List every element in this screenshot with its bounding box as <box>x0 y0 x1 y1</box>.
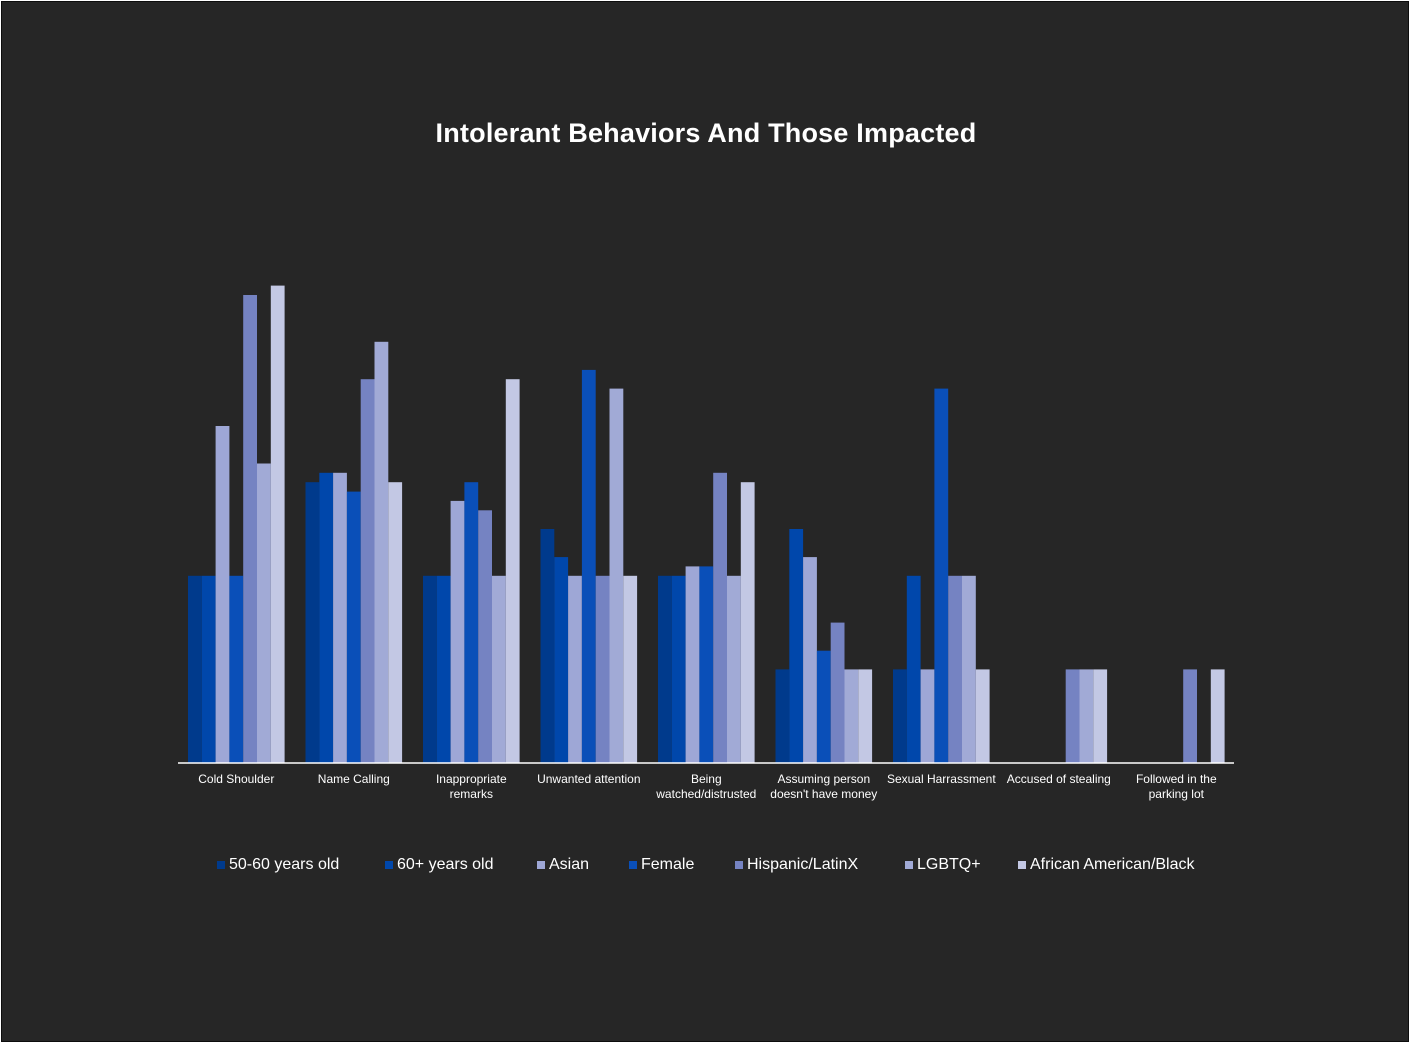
bar-60-years-old-4 <box>671 575 686 763</box>
bar-african-american-black-0 <box>270 285 285 763</box>
bar-50-60-years-old-1 <box>305 482 320 763</box>
legend-swatch <box>905 861 913 869</box>
bar-african-american-black-2 <box>505 379 520 763</box>
bar-60-years-old-3 <box>554 557 569 763</box>
bar-female-4 <box>699 566 714 763</box>
bar-lgbtq--6 <box>962 575 976 763</box>
bar-50-60-years-old-0 <box>188 575 202 763</box>
category-label-3: Unwanted attention <box>537 772 640 786</box>
bar-asian-4 <box>685 566 700 763</box>
bar-african-american-black-1 <box>388 482 403 763</box>
bar-hispanic-latinx-3 <box>595 575 610 763</box>
category-label-8: Followed in the parking lot <box>1136 772 1217 801</box>
bar-african-american-black-6 <box>975 669 990 763</box>
bar-hispanic-latinx-1 <box>360 379 375 763</box>
bar-female-5 <box>816 650 831 763</box>
bar-60-years-old-6 <box>906 575 921 763</box>
legend-item-1: 60+ years old <box>385 856 494 874</box>
category-label-7: Accused of stealing <box>1007 772 1111 786</box>
legend-swatch <box>735 861 743 869</box>
bar-african-american-black-4 <box>740 482 755 763</box>
legend-item-5: LGBTQ+ <box>905 856 981 874</box>
bar-50-60-years-old-5 <box>775 669 790 763</box>
legend-label: LGBTQ+ <box>917 856 981 873</box>
bar-hispanic-latinx-6 <box>948 575 962 763</box>
bar-lgbtq--2 <box>492 575 506 763</box>
legend-label: African American/Black <box>1030 856 1195 873</box>
legend-label: Female <box>641 856 695 873</box>
legend-label: Hispanic/LatinX <box>747 856 859 873</box>
bar-female-2 <box>464 482 479 763</box>
legend-swatch <box>385 861 393 869</box>
bar-asian-5 <box>803 557 817 763</box>
legend-swatch <box>537 861 545 869</box>
bar-female-3 <box>581 369 596 763</box>
bars-group <box>188 285 1225 763</box>
bar-60-years-old-1 <box>319 472 334 763</box>
legend-label: 60+ years old <box>397 856 494 873</box>
bar-lgbtq--7 <box>1079 669 1094 763</box>
legend-item-0: 50-60 years old <box>217 856 339 874</box>
category-label-0: Cold Shoulder <box>198 772 274 786</box>
legend-swatch <box>629 861 637 869</box>
legend-label: 50-60 years old <box>229 856 340 873</box>
bar-african-american-black-8 <box>1210 669 1225 763</box>
category-label-1: Name Calling <box>318 772 390 786</box>
bar-50-60-years-old-2 <box>423 575 437 763</box>
bar-hispanic-latinx-5 <box>830 622 845 763</box>
bar-african-american-black-7 <box>1093 669 1108 763</box>
bar-50-60-years-old-3 <box>540 529 555 763</box>
category-label-6: Sexual Harrassment <box>887 772 996 786</box>
bar-asian-1 <box>333 472 347 763</box>
bar-lgbtq--1 <box>374 341 389 763</box>
legend-swatch <box>1018 861 1026 869</box>
bar-60-years-old-5 <box>789 529 804 763</box>
category-label-4: Being watched/distrusted <box>655 772 756 801</box>
bar-hispanic-latinx-4 <box>713 472 727 763</box>
bar-lgbtq--0 <box>257 463 271 763</box>
legend-item-3: Female <box>629 856 694 874</box>
bar-lgbtq--3 <box>609 388 624 763</box>
bar-african-american-black-5 <box>858 669 873 763</box>
bar-hispanic-latinx-8 <box>1183 669 1197 763</box>
category-label-2: Inappropriate remarks <box>436 772 507 801</box>
legend-label: Asian <box>549 856 590 873</box>
bar-hispanic-latinx-2 <box>478 510 492 763</box>
bar-60-years-old-2 <box>436 575 451 763</box>
category-label-5: Assuming person doesn't have money <box>770 772 877 801</box>
bar-hispanic-latinx-7 <box>1065 669 1080 763</box>
bar-60-years-old-0 <box>201 575 216 763</box>
bar-hispanic-latinx-0 <box>243 295 257 763</box>
bar-female-1 <box>346 491 361 763</box>
legend-item-4: Hispanic/LatinX <box>735 856 858 874</box>
bar-female-0 <box>229 575 244 763</box>
bar-female-6 <box>934 388 949 763</box>
bar-asian-3 <box>568 575 582 763</box>
legend-swatch <box>217 861 225 869</box>
bar-asian-0 <box>215 426 230 763</box>
chart-title: Intolerant Behaviors And Those Impacted <box>435 118 977 148</box>
bar-lgbtq--5 <box>844 669 859 763</box>
legend-item-6: African American/Black <box>1018 856 1195 874</box>
bar-50-60-years-old-6 <box>893 669 907 763</box>
bar-lgbtq--4 <box>727 575 741 763</box>
bar-african-american-black-3 <box>623 575 638 763</box>
category-labels: Cold Shoulder Name Calling Inappropriate re… <box>198 772 1217 801</box>
legend-item-2: Asian <box>537 856 589 874</box>
legend: 50-60 years old 60+ years old Asian Female H… <box>0 856 1412 880</box>
bar-asian-2 <box>450 500 465 763</box>
bar-50-60-years-old-4 <box>658 575 672 763</box>
bar-asian-6 <box>920 669 935 763</box>
